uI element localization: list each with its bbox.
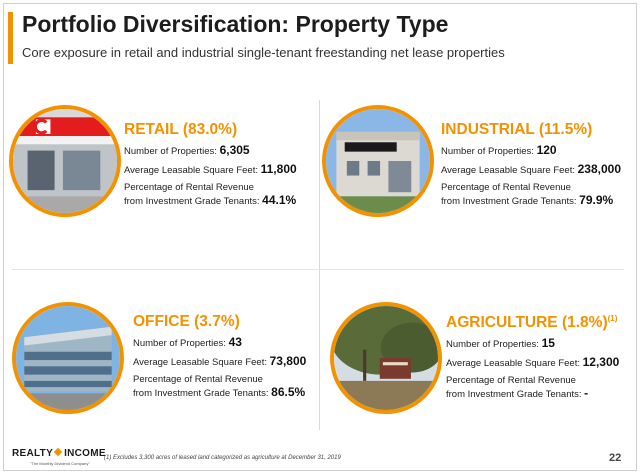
retail-sqft-row: Average Leasable Square Feet: 11,800 [124,163,297,177]
retail-photo [9,105,121,217]
caterpillar-building-icon [326,109,430,213]
industrial-properties-row: Number of Properties: 120 [441,144,621,158]
office-sqft-value: 73,800 [269,354,307,368]
agriculture-heading: AGRICULTURE (1.8%) [446,314,608,332]
industrial-revenue-label-1: Percentage of Rental Revenue [441,182,571,193]
retail-sqft-label: Average Leasable Square Feet: [124,165,261,176]
agriculture-sqft-value: 12,300 [582,355,620,370]
title-accent-bar [8,12,13,64]
logo-diamond-icon [53,447,63,457]
convenience-store-icon [13,109,117,213]
office-sqft-row: Average Leasable Square Feet: 73,800 [133,355,306,369]
retail-properties-value: 6,305 [219,143,250,157]
industrial-revenue-value: 79.9% [579,193,614,207]
agriculture-block: AGRICULTURE (1.8%)(1) Number of Properti… [446,314,619,401]
industrial-properties-value: 120 [536,143,557,157]
horizontal-divider [12,269,624,270]
retail-properties-row: Number of Properties: 6,305 [124,144,297,158]
retail-block: RETAIL (83.0%) Number of Properties: 6,3… [124,121,297,208]
office-heading: OFFICE (3.7%) [133,313,240,330]
office-revenue-value: 86.5% [271,385,306,399]
page-number: 22 [609,452,622,464]
industrial-block: INDUSTRIAL (11.5%) Number of Properties:… [441,121,621,208]
agriculture-properties-label: Number of Properties: [446,339,542,351]
agriculture-footnote-marker: (1) [607,314,618,323]
office-revenue-row: from Investment Grade Tenants: 86.5% [133,386,306,400]
office-block: OFFICE (3.7%) Number of Properties: 43 A… [133,313,306,400]
retail-revenue-label-1: Percentage of Rental Revenue [124,182,254,193]
logo-name-right: INCOME [64,448,106,459]
office-building-icon [16,306,120,410]
industrial-sqft-row: Average Leasable Square Feet: 238,000 [441,163,621,177]
industrial-revenue-label-2: from Investment Grade Tenants: [441,196,580,207]
industrial-properties-label: Number of Properties: [441,146,537,157]
retail-heading: RETAIL (83.0%) [124,121,238,138]
retail-revenue-row: from Investment Grade Tenants: 44.1% [124,194,297,208]
vineyard-sign-icon [334,306,438,410]
footnote: (1) Excludes 3,300 acres of leased land … [104,455,341,461]
realty-income-logo: REALTY INCOME "The Monthly Dividend Compa… [12,443,106,466]
agriculture-properties-row: Number of Properties: 15 [446,337,619,351]
vertical-divider [319,100,320,430]
industrial-photo [322,105,434,217]
agriculture-photo [330,302,442,414]
office-properties-value: 43 [228,335,242,349]
agriculture-revenue-row: from Investment Grade Tenants: - [446,387,619,401]
retail-sqft-value: 11,800 [260,162,297,176]
agriculture-revenue-label-1: Percentage of Rental Revenue [446,375,576,387]
agriculture-properties-value: 15 [541,336,555,351]
logo-name-left: REALTY [12,448,54,459]
slide-frame [3,3,637,471]
retail-revenue-value: 44.1% [262,193,297,207]
industrial-heading: INDUSTRIAL (11.5%) [441,121,593,138]
agriculture-revenue-value: - [584,386,589,401]
office-sqft-label: Average Leasable Square Feet: [133,357,270,368]
agriculture-sqft-label: Average Leasable Square Feet: [446,358,583,370]
page-title: Portfolio Diversification: Property Type [22,11,449,37]
office-properties-row: Number of Properties: 43 [133,336,306,350]
logo-tagline: "The Monthly Dividend Company" [30,461,90,466]
office-revenue-label-1: Percentage of Rental Revenue [133,374,263,385]
office-properties-label: Number of Properties: [133,338,229,349]
office-photo [12,302,124,414]
agriculture-heading-row: AGRICULTURE (1.8%)(1) [446,314,619,332]
office-revenue-label-2: from Investment Grade Tenants: [133,388,272,399]
industrial-sqft-label: Average Leasable Square Feet: [441,165,578,176]
industrial-sqft-value: 238,000 [577,162,622,176]
retail-revenue-label-2: from Investment Grade Tenants: [124,196,263,207]
agriculture-sqft-row: Average Leasable Square Feet: 12,300 [446,356,619,370]
industrial-revenue-row: from Investment Grade Tenants: 79.9% [441,194,621,208]
page-subtitle: Core exposure in retail and industrial s… [22,45,505,60]
agriculture-revenue-label-2: from Investment Grade Tenants: [446,389,585,401]
retail-properties-label: Number of Properties: [124,146,220,157]
